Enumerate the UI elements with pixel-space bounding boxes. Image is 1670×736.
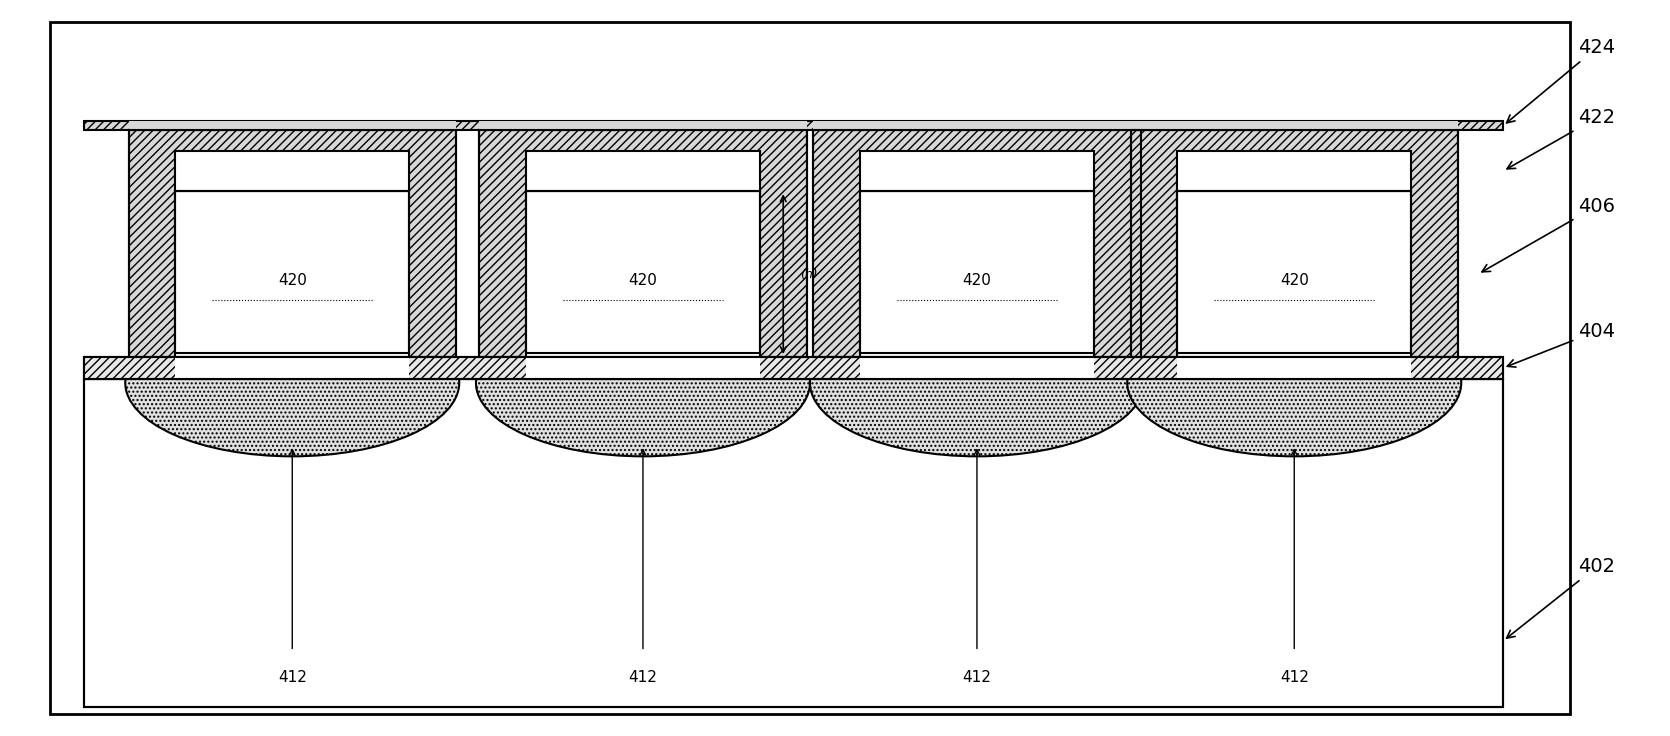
Bar [526, 357, 760, 379]
Text: 412: 412 [277, 670, 307, 684]
Bar [129, 130, 456, 357]
Bar [860, 151, 1094, 191]
Bar [813, 121, 1141, 130]
Ellipse shape [810, 309, 1144, 456]
Bar [1131, 121, 1458, 130]
Bar [479, 121, 807, 130]
Bar [860, 357, 1094, 379]
Bar [84, 379, 1503, 707]
Bar [84, 379, 1503, 707]
Ellipse shape [1127, 309, 1461, 456]
Bar [175, 191, 409, 357]
Text: 412: 412 [628, 670, 658, 684]
Bar [84, 121, 1503, 130]
Bar [1177, 191, 1411, 357]
Bar [175, 151, 409, 191]
Bar [175, 191, 409, 353]
Bar [129, 130, 456, 357]
Bar [1131, 130, 1458, 357]
Bar [526, 191, 760, 353]
Text: 402: 402 [1506, 557, 1615, 638]
Text: 420: 420 [628, 273, 658, 288]
Text: 422: 422 [1506, 108, 1615, 169]
Bar [526, 357, 760, 379]
Bar [175, 353, 409, 379]
Bar [860, 191, 1094, 353]
Bar [84, 357, 1503, 379]
Bar [860, 191, 1094, 357]
Bar [860, 357, 1094, 379]
Ellipse shape [476, 309, 810, 456]
Bar [479, 130, 807, 357]
Text: 420: 420 [277, 273, 307, 288]
Bar [1131, 130, 1458, 357]
Bar [1177, 353, 1411, 379]
Bar [526, 191, 760, 357]
Bar [813, 130, 1141, 357]
Bar [129, 121, 456, 130]
Text: 420: 420 [1279, 273, 1309, 288]
Text: 424: 424 [1506, 38, 1615, 123]
Bar [860, 353, 1094, 379]
Bar [526, 151, 760, 191]
Text: 404: 404 [1508, 322, 1615, 367]
Bar [175, 357, 409, 379]
Text: 412: 412 [1279, 670, 1309, 684]
Bar [479, 130, 807, 357]
Bar [84, 379, 1503, 707]
Bar [1177, 357, 1411, 379]
Text: 412: 412 [962, 670, 992, 684]
Bar [1177, 151, 1411, 191]
Bar [526, 353, 760, 379]
Text: 420: 420 [962, 273, 992, 288]
Ellipse shape [125, 309, 459, 456]
Bar [813, 130, 1141, 357]
Bar [175, 357, 409, 379]
Bar [1177, 191, 1411, 353]
Bar [1177, 357, 1411, 379]
Bar [84, 357, 1503, 379]
Text: (h): (h) [800, 268, 818, 280]
Text: 406: 406 [1481, 197, 1615, 272]
